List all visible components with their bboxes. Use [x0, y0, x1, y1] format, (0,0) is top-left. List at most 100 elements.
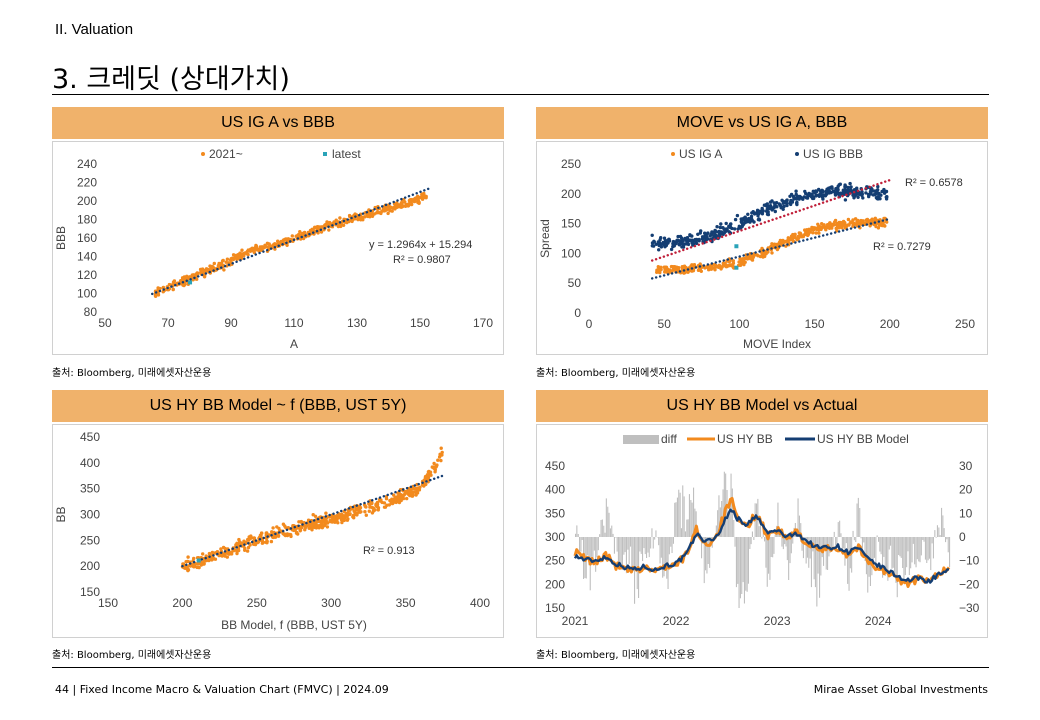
- scatter-point-ig-bbb: [757, 209, 761, 214]
- diff-bar: [658, 537, 660, 546]
- diff-bar: [943, 528, 945, 537]
- y-tick-label: 0: [574, 306, 581, 320]
- scatter-point-2021: [156, 286, 160, 290]
- scatter-point-bb: [339, 518, 344, 522]
- diff-bar: [666, 537, 668, 579]
- diff-bar: [831, 537, 833, 549]
- scatter-point-bb: [181, 562, 185, 566]
- diff-bar: [875, 537, 877, 566]
- scatter-point-ig-bbb: [870, 187, 874, 191]
- scatter-point-2021: [180, 276, 185, 280]
- diff-bar: [837, 522, 839, 537]
- diff-bar: [919, 537, 921, 563]
- scatter-point-ig-bbb: [766, 212, 771, 217]
- scatter-point-2021: [325, 220, 329, 224]
- x-tick-label: 400: [470, 596, 490, 610]
- scatter-point-ig-bbb: [727, 224, 731, 228]
- scatter-point-ig-bbb: [718, 234, 722, 238]
- diff-bar: [851, 537, 853, 573]
- scatter-point-bb: [330, 520, 334, 524]
- diff-bar: [923, 537, 925, 542]
- scatter-point-bb: [340, 520, 344, 525]
- diff-bar: [765, 537, 767, 568]
- scatter-point-2021: [201, 269, 206, 274]
- diff-bar: [742, 537, 744, 583]
- title-divider: [52, 94, 989, 95]
- diff-bar: [847, 537, 849, 584]
- diff-bar: [852, 530, 854, 537]
- diff-bar: [872, 537, 874, 560]
- diff-bar: [737, 537, 739, 584]
- scatter-point-ig-a: [738, 260, 743, 265]
- chart-ig-a-vs-bbb: 50 70 90 110 130 150 170 80 100 120 140 160 180 200 22…: [52, 141, 504, 355]
- x-tick-label: 90: [224, 316, 238, 330]
- scatter-point-2021: [366, 214, 370, 219]
- scatter-point-ig-a: [662, 265, 666, 269]
- scatter-point-ig-bbb: [729, 222, 733, 226]
- panel-title-move-vs-ig: MOVE vs US IG A, BBB: [536, 107, 988, 139]
- diff-bar: [664, 537, 666, 570]
- diff-bar: [949, 537, 951, 568]
- diff-bar: [701, 537, 703, 559]
- scatter-point-bb: [374, 502, 378, 506]
- scatter-point-2021: [286, 237, 290, 241]
- diff-bar: [941, 507, 943, 537]
- scatter-point-ig-bbb: [867, 194, 871, 199]
- diff-bar: [892, 537, 894, 568]
- diff-bar: [655, 530, 657, 537]
- scatter-point-ig-bbb: [723, 227, 727, 231]
- diff-bar: [899, 537, 901, 557]
- diff-bar: [871, 537, 873, 576]
- scatter-point-ig-bbb: [830, 185, 834, 189]
- scatter-point-bb: [243, 546, 247, 551]
- scatter-point-ig-bbb: [703, 231, 707, 235]
- scatter-point-ig-bbb: [821, 189, 825, 193]
- diff-bar: [647, 537, 649, 553]
- y-axis-title: Spread: [538, 219, 552, 258]
- diff-bar: [636, 537, 638, 590]
- scatter-point-ig-bbb: [741, 222, 746, 226]
- scatter-point-bb: [373, 508, 377, 512]
- scatter-point-bb: [271, 526, 275, 530]
- x-axis-title: A: [290, 337, 298, 351]
- scatter-point-2021: [208, 264, 212, 268]
- scatter-point-bb: [346, 509, 351, 513]
- scatter-point-ig-a: [770, 251, 774, 255]
- diff-bar: [745, 537, 747, 591]
- scatter-point-bb: [434, 465, 438, 469]
- r-squared-label: R² = 0.913: [363, 545, 415, 557]
- scatter-point-ig-bbb: [804, 191, 808, 196]
- diff-bar: [859, 508, 861, 537]
- y-tick-label: 200: [561, 187, 581, 201]
- scatter-point-bb: [310, 528, 314, 532]
- diff-bar: [651, 528, 653, 537]
- y-tick-label: 250: [561, 157, 581, 171]
- scatter-point-ig-bbb: [697, 237, 701, 242]
- scatter-point-bb: [246, 538, 251, 542]
- diff-bar: [790, 537, 792, 554]
- diff-bar: [616, 537, 618, 552]
- x-tick-label: 250: [247, 596, 267, 610]
- source-note-1: 출처: Bloomberg, 미래에셋자산운용: [52, 368, 212, 379]
- scatter-point-2021: [265, 245, 269, 249]
- scatter-point-bb: [246, 545, 251, 550]
- diff-bar: [878, 537, 880, 542]
- scatter-point-ig-bbb: [876, 197, 880, 201]
- scatter-point-ig-a: [742, 260, 747, 264]
- scatter-point-ig-bbb: [761, 209, 765, 213]
- scatter-point-bb: [292, 528, 296, 533]
- scatter-point-ig-a: [851, 224, 855, 228]
- scatter-point-ig-a: [655, 268, 660, 272]
- diff-bar: [628, 537, 630, 564]
- scatter-point-2021: [258, 245, 262, 249]
- scatter-point-ig-a: [707, 268, 711, 272]
- diff-bar: [805, 537, 807, 564]
- diff-bar: [939, 535, 941, 537]
- scatter-point-bb: [207, 558, 211, 563]
- diff-bar: [642, 537, 644, 561]
- scatter-point-ig-bbb: [739, 220, 743, 224]
- scatter-point-bb: [192, 556, 196, 561]
- source-note-4: 출처: Bloomberg, 미래에셋자산운용: [536, 650, 696, 661]
- diff-bar: [792, 537, 794, 544]
- scatter-point-ig-a: [840, 226, 844, 230]
